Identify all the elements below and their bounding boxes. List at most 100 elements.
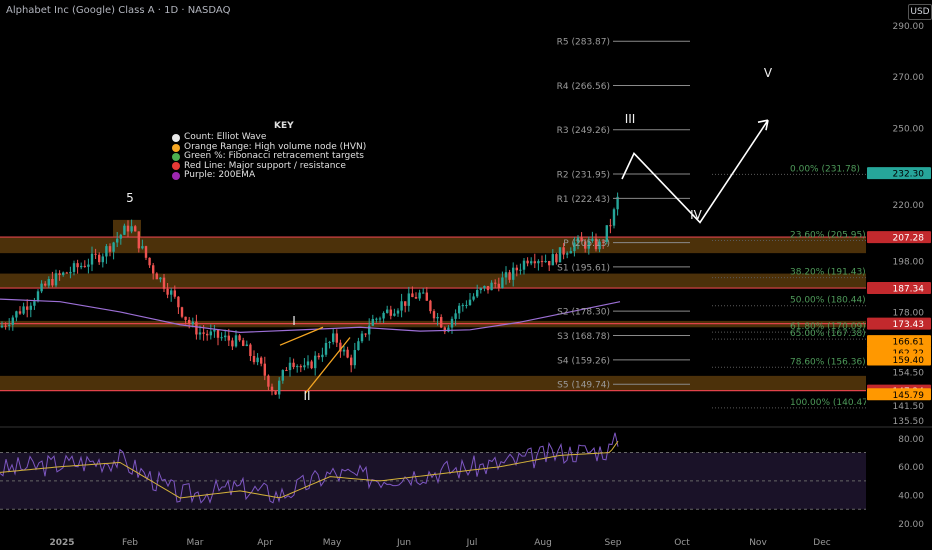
candle-body (594, 238, 598, 250)
legend-heading: KEY (274, 121, 294, 131)
fib-label: 38.20% (191.43) (790, 268, 866, 278)
candle-body (242, 340, 245, 346)
candle-body (616, 196, 619, 210)
rsi-ma-line (0, 440, 619, 499)
candle-body (130, 226, 133, 232)
legend-item: Orange Range: High volume node (HVN) (172, 142, 366, 152)
pivot-label: R5 (283.87) (557, 38, 610, 48)
candle-body (173, 290, 176, 297)
price-tick-label: 290.00 (893, 22, 925, 32)
wave-projection-line (621, 119, 769, 224)
price-badge (867, 353, 931, 366)
candle-body (112, 242, 115, 252)
candle-body (101, 256, 104, 263)
time-tick-label: Apr (257, 538, 273, 548)
candle-body (422, 292, 425, 294)
candle-body (569, 251, 572, 254)
candle-body (371, 318, 374, 326)
candle-body (195, 321, 198, 335)
wave-label: 5 (126, 191, 134, 205)
candle-body (324, 343, 328, 355)
pivot-label: S4 (159.26) (557, 356, 610, 366)
candle-body (335, 333, 338, 343)
candle-body (400, 301, 403, 311)
candle-body (497, 283, 500, 289)
candle-body (476, 290, 479, 297)
legend-key: KEY Count: Elliot Wave Orange Range: Hig… (172, 121, 366, 180)
candle-body (458, 305, 461, 314)
candle-body (310, 361, 313, 369)
fib-label: 0.00% (231.78) (790, 164, 860, 174)
pivot-label: R2 (231.95) (557, 170, 610, 180)
candle-body (443, 327, 446, 332)
ema-200-line (0, 298, 621, 333)
candle-body (605, 225, 608, 242)
candle-body (468, 299, 472, 306)
candle-body (26, 306, 29, 310)
candle-body (440, 317, 443, 328)
time-tick-label: Oct (674, 538, 690, 548)
price-badge (867, 388, 931, 401)
candle-body (8, 324, 11, 326)
candle-body (80, 265, 83, 268)
candle-body (389, 309, 392, 316)
candle-body (15, 311, 18, 318)
pivot-label: S2 (178.30) (557, 308, 610, 318)
candle-body (18, 311, 22, 314)
candle-body (87, 264, 90, 267)
legend-item: Green %: Fibonacci retracement targets (172, 151, 366, 161)
candle-body (317, 355, 320, 358)
candle-body (94, 253, 97, 255)
candle-body (148, 257, 151, 266)
candle-body (231, 340, 234, 347)
hvn-zone (0, 237, 866, 254)
candle-body (483, 285, 486, 289)
price-badge (867, 335, 931, 348)
candle-body (314, 355, 317, 369)
pivot-label: P (205.13) (563, 239, 610, 249)
candle-body (418, 292, 421, 299)
candle-body (33, 301, 36, 306)
candle-body (184, 316, 187, 320)
price-badge (867, 167, 931, 180)
legend-dot-icon (172, 162, 180, 171)
wave-label: I (292, 314, 296, 328)
candle-body (425, 292, 428, 301)
candle-body (551, 254, 554, 266)
candle-body (166, 288, 169, 295)
price-badge-label: 173.43 (893, 320, 925, 330)
hvn-zone (0, 273, 866, 289)
fib-label: 50.00% (180.44) (790, 296, 866, 306)
candle-body (519, 269, 522, 271)
legend-item: Count: Elliot Wave (172, 132, 366, 142)
candle-body (263, 363, 266, 376)
candle-body (342, 349, 346, 352)
price-tick-label: 270.00 (893, 73, 925, 83)
pivot-label: R3 (249.26) (557, 126, 610, 136)
candle-body (58, 273, 61, 276)
pivot-label: S3 (168.78) (557, 332, 610, 342)
candle-body (188, 319, 191, 325)
candle-body (598, 241, 601, 250)
candle-body (177, 296, 180, 308)
candle-body (234, 335, 238, 347)
candle-body (447, 327, 450, 332)
currency-button[interactable]: USD (908, 4, 932, 20)
candle-body (0, 325, 4, 328)
candle-body (396, 310, 400, 314)
candle-body (328, 341, 331, 344)
candle-body (378, 318, 382, 320)
candle-body (465, 305, 468, 307)
wave-orange-line (304, 337, 351, 395)
fib-label: 65.00% (167.38) (790, 329, 866, 339)
candle-body (429, 300, 432, 312)
wave-label: IV (690, 208, 703, 222)
candle-body (580, 237, 583, 242)
candle-body (123, 225, 126, 235)
candle-body (432, 311, 436, 319)
candle-body (591, 238, 594, 242)
time-tick-label: May (323, 538, 342, 548)
rsi-tick-label: 60.00 (898, 463, 924, 473)
candle-body (407, 293, 410, 306)
